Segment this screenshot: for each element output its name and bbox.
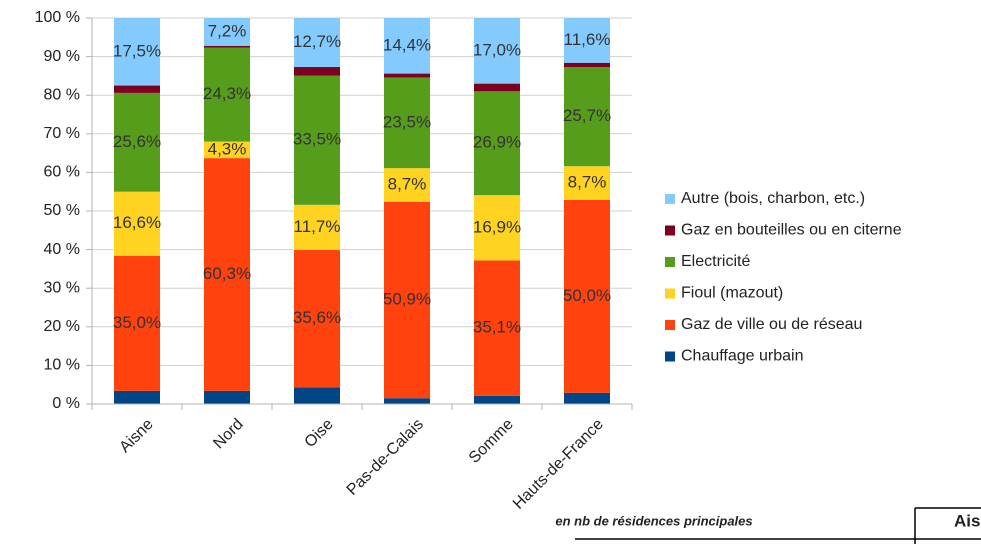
- y-tick-label: 60 %: [44, 164, 80, 181]
- x-tick-label: Aisne: [116, 416, 156, 456]
- data-label: 25,6%: [113, 132, 161, 151]
- legend-swatch: [665, 225, 675, 236]
- bar-segment: [114, 18, 160, 86]
- y-tick-label: 0 %: [52, 395, 80, 412]
- bar-segment: [114, 390, 160, 404]
- bar-segment: [384, 201, 430, 399]
- bar-segment: [294, 75, 340, 205]
- bar-segment: [294, 67, 340, 76]
- y-tick-label: 40 %: [44, 241, 80, 258]
- y-tick-label: 30 %: [44, 279, 80, 296]
- legend-label: Fioul (mazout): [681, 285, 783, 302]
- legend-swatch: [665, 288, 675, 299]
- data-label: 11,7%: [294, 217, 341, 236]
- bar-segment: [294, 18, 340, 68]
- table-fragment: en nb de résidences principales Ais: [555, 507, 981, 544]
- y-tick-label: 70 %: [44, 125, 80, 142]
- data-label: 26,9%: [473, 133, 521, 152]
- bar-segment: [384, 168, 430, 202]
- x-tick-label: Pas-de-Calais: [344, 416, 427, 499]
- y-tick-label: 90 %: [44, 48, 80, 65]
- bar-segment: [384, 398, 430, 404]
- y-tick-label: 100 %: [35, 9, 80, 26]
- bar-segment: [294, 204, 340, 250]
- y-tick-label: 80 %: [44, 86, 80, 103]
- bar-segment: [294, 387, 340, 404]
- bar-segment: [474, 18, 520, 84]
- data-label: 8,7%: [568, 172, 607, 191]
- data-label: 50,9%: [383, 289, 431, 308]
- bar-segment: [474, 195, 520, 261]
- data-label: 7,2%: [208, 21, 247, 40]
- legend-swatch: [665, 257, 675, 267]
- legend-swatch: [665, 320, 675, 330]
- bar-segment: [564, 392, 610, 404]
- data-label: 8,7%: [388, 174, 427, 193]
- bar-segment: [204, 18, 250, 46]
- bar-segment: [384, 77, 430, 169]
- bar-segment: [114, 255, 160, 391]
- legend-label: Autre (bois, charbon, etc.): [681, 190, 865, 207]
- data-label: 60,3%: [203, 264, 251, 283]
- legend-label: Electricité: [681, 253, 750, 270]
- legend-label: Gaz en bouteilles ou en citerne: [681, 222, 902, 239]
- bar-segment: [474, 395, 520, 404]
- bar-segment: [294, 249, 340, 388]
- bar-segment: [384, 18, 430, 74]
- data-label: 25,7%: [563, 106, 611, 125]
- bar-segment: [564, 18, 610, 63]
- bar-segment: [564, 62, 610, 68]
- bar-segment: [474, 83, 520, 92]
- bar-segment: [204, 47, 250, 142]
- data-label: 4,3%: [208, 139, 247, 158]
- data-label: 33,5%: [293, 130, 341, 149]
- bar-segment: [114, 191, 160, 256]
- data-label: 12,7%: [293, 32, 341, 51]
- x-tick-label: Nord: [210, 416, 247, 453]
- data-label: 23,5%: [383, 112, 431, 131]
- data-label: 35,1%: [473, 318, 521, 337]
- bar-segment: [204, 158, 250, 391]
- legend-label: Gaz de ville ou de réseau: [681, 316, 862, 333]
- bar-segment: [564, 199, 610, 393]
- bar-segment: [564, 166, 610, 200]
- bar-segment: [564, 67, 610, 167]
- data-label: 50,0%: [563, 286, 611, 305]
- y-tick-label: 20 %: [44, 318, 80, 335]
- x-tick-label: Hauts-de-France: [510, 416, 607, 513]
- data-label: 24,3%: [203, 84, 251, 103]
- bar-segment: [114, 92, 160, 192]
- data-label: 17,0%: [473, 40, 521, 59]
- y-tick-label: 10 %: [44, 357, 80, 374]
- y-tick-label: 50 %: [44, 202, 80, 219]
- legend-label: Chauffage urbain: [681, 348, 803, 365]
- data-label: 17,5%: [113, 41, 161, 60]
- data-label: 35,0%: [113, 313, 161, 332]
- bar-segment: [384, 73, 430, 78]
- bar-segment: [204, 45, 250, 48]
- data-label: 14,4%: [383, 35, 431, 54]
- x-tick-label: Oise: [302, 416, 337, 451]
- bar-segment: [204, 390, 250, 404]
- bar-segment: [204, 141, 250, 159]
- data-label: 35,6%: [293, 308, 341, 327]
- data-label: 16,9%: [473, 217, 521, 236]
- legend-swatch: [665, 194, 675, 204]
- x-tick-label: Somme: [466, 416, 517, 467]
- bar-segment: [114, 85, 160, 93]
- legend-swatch: [665, 351, 675, 362]
- data-label: 16,6%: [113, 213, 161, 232]
- bar-segment: [474, 91, 520, 196]
- table-header: en nb de résidences principales: [555, 513, 752, 528]
- table-column: Ais: [954, 511, 980, 530]
- bar-segment: [474, 260, 520, 396]
- data-label: 11,6%: [564, 30, 611, 49]
